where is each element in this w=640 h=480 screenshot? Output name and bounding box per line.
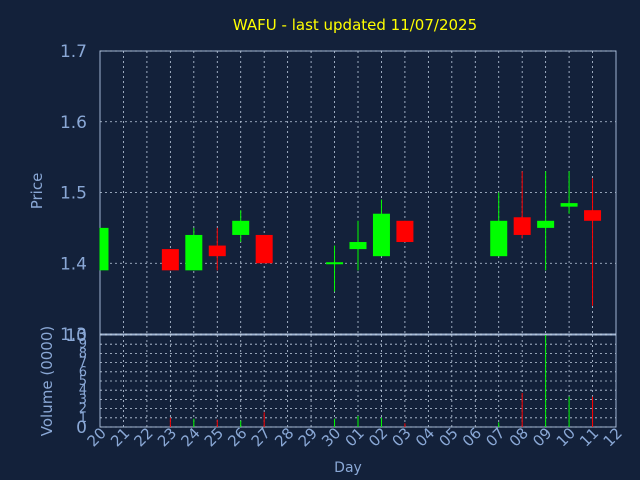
day-tick-label: 04 — [412, 424, 438, 450]
day-tick-label: 02 — [365, 424, 391, 450]
candle-body — [232, 220, 250, 235]
candle-body — [537, 220, 555, 228]
volume-tick-label: 6 — [79, 365, 87, 380]
price-tick-label: 1.4 — [60, 254, 87, 274]
day-tick-label: 21 — [107, 424, 133, 450]
volume-tick-label: 9 — [79, 337, 87, 352]
day-tick-label: 07 — [482, 424, 508, 450]
price-tick-label: 1.5 — [60, 184, 87, 204]
candle-body — [255, 234, 273, 264]
price-tick-label: 1.6 — [60, 113, 87, 133]
day-tick-label: 29 — [295, 424, 321, 450]
candle-body — [490, 220, 508, 257]
candle-body — [513, 217, 531, 235]
chart-title: WAFU - last updated 11/07/2025 — [233, 16, 477, 34]
price-panel: 1.3 1.4 1.5 1.6 1.7 — [60, 42, 617, 345]
day-tick-label: 05 — [435, 424, 461, 450]
day-tick-label: 26 — [224, 424, 250, 450]
day-axis-label: Day — [334, 460, 362, 476]
candle-body — [208, 245, 226, 257]
day-tick-label: 10 — [553, 424, 579, 450]
day-tick-label: 23 — [154, 424, 180, 450]
day-tick-label: 27 — [248, 424, 274, 450]
volume-tick-label: 8 — [79, 346, 87, 361]
day-tick-label: 24 — [177, 424, 203, 450]
volume-tick-label: 2 — [79, 402, 87, 417]
candle-body — [349, 242, 367, 250]
day-tick-label: 11 — [576, 424, 602, 450]
volume-tick-label: 4 — [79, 383, 87, 398]
candle-body — [560, 203, 578, 207]
candle-body — [396, 220, 414, 243]
day-tick-label: 30 — [318, 424, 344, 450]
price-tick-label: 1.3 — [60, 325, 87, 345]
candle-body — [161, 249, 179, 271]
volume-tick-label: 3 — [79, 392, 87, 407]
volume-tick-label: 1 — [79, 411, 87, 426]
day-tick-label: 03 — [389, 424, 415, 450]
day-tick-label: 12 — [600, 424, 626, 450]
volume-axis-label: Volume (0000) — [38, 326, 56, 436]
candle-body — [100, 227, 109, 271]
day-tick-label: 25 — [201, 424, 227, 450]
day-tick-label: 08 — [506, 424, 532, 450]
day-tick-label: 20 — [84, 424, 110, 450]
candle-body — [185, 234, 203, 271]
day-tick-label: 22 — [131, 424, 157, 450]
day-tick-label: 28 — [271, 424, 297, 450]
price-axis-label: Price — [28, 173, 46, 210]
volume-tick-label: 7 — [79, 356, 87, 371]
candle-body — [584, 210, 602, 221]
volume-tick-label: 5 — [79, 374, 87, 389]
day-tick-label: 09 — [529, 424, 555, 450]
volume-tick-label: 0 — [76, 418, 87, 438]
day-tick-label: 06 — [459, 424, 485, 450]
price-tick-label: 1.7 — [60, 42, 87, 62]
day-tick-label: 01 — [342, 424, 368, 450]
candle-body — [372, 213, 390, 257]
volume-tick-label: 10 — [65, 326, 87, 346]
